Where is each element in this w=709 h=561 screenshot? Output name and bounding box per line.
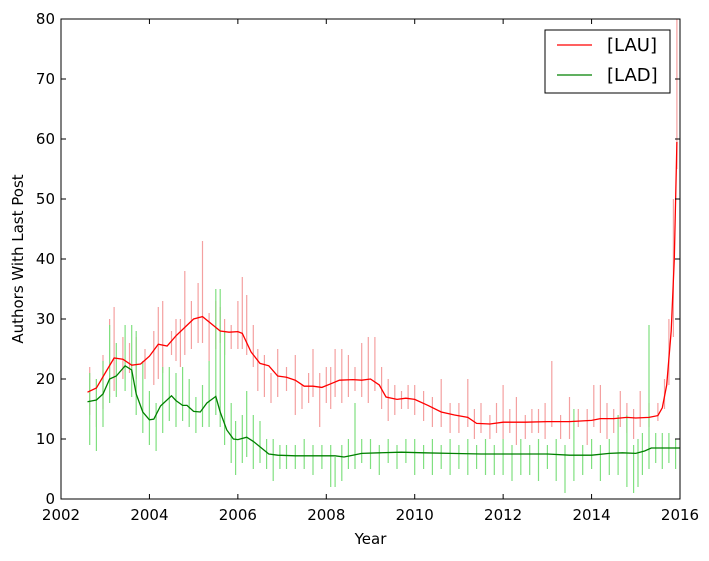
y-tick-label-40: 40: [36, 250, 55, 268]
x-axis-label: Year: [354, 530, 388, 548]
legend-box: [544, 29, 671, 94]
x-tick-label-2006: 2006: [219, 506, 257, 524]
y-tick-label-10: 10: [36, 430, 55, 448]
x-tick-label-2014: 2014: [572, 506, 610, 524]
y-tick-label-30: 30: [36, 310, 55, 328]
y-axis-label: Authors With Last Post: [9, 174, 27, 343]
x-tick-label-2008: 2008: [307, 506, 345, 524]
y-tick-label-80: 80: [36, 10, 55, 28]
y-tick-label-60: 60: [36, 130, 55, 148]
smoothed-lines-layer: [87, 141, 680, 458]
y-tick-label-50: 50: [36, 190, 55, 208]
y-tick-label-70: 70: [36, 70, 55, 88]
y-axis-ticks: 0 10 20 30 40 50 60 70 80: [36, 10, 680, 508]
x-tick-label-2004: 2004: [130, 506, 168, 524]
series-line-lau: [87, 141, 678, 425]
series-line-lad: [87, 364, 680, 458]
raw-data-layer: [89, 19, 678, 493]
legend-label-lau: [LAU]: [607, 35, 657, 56]
y-tick-label-0: 0: [45, 490, 55, 508]
x-tick-label-2016: 2016: [661, 506, 699, 524]
x-tick-label-2012: 2012: [484, 506, 522, 524]
y-tick-label-20: 20: [36, 370, 55, 388]
x-tick-label-2010: 2010: [396, 506, 434, 524]
legend: [LAU] [LAD]: [544, 29, 671, 94]
legend-label-lad: [LAD]: [607, 65, 658, 86]
x-tick-label-2002: 2002: [42, 506, 80, 524]
x-axis-ticks: 2002 2004 2006 2008 2010 2012 2014 2016: [42, 19, 699, 524]
